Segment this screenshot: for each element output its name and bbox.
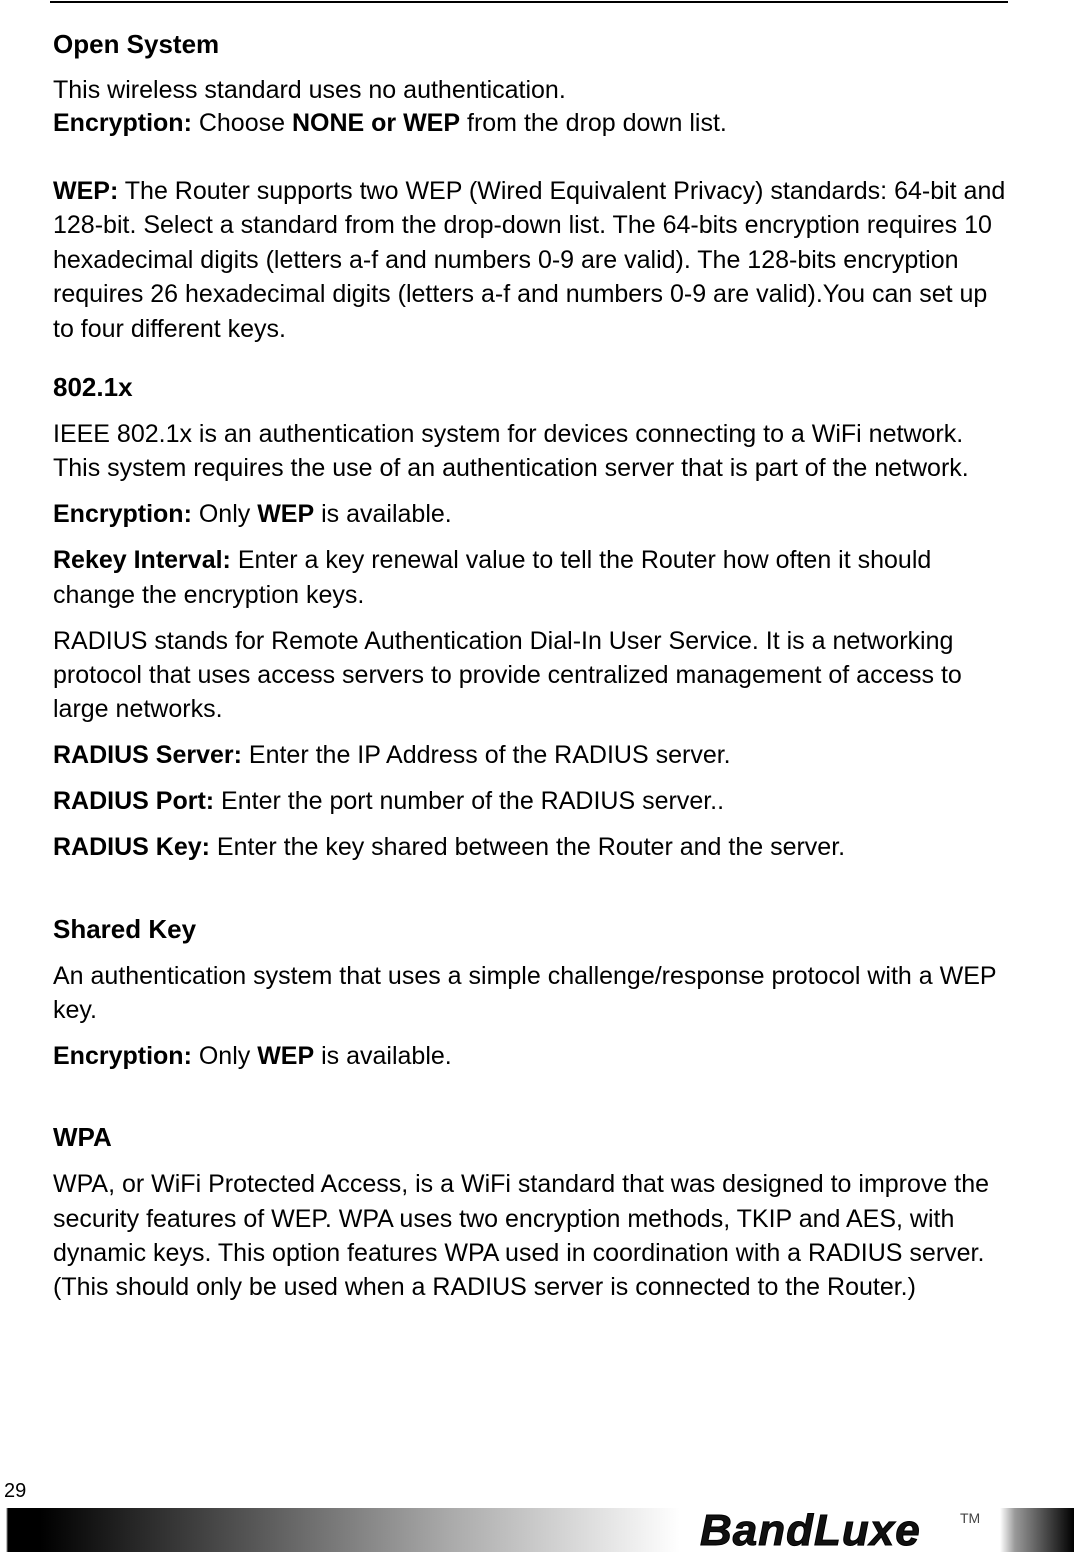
footer-bar [0, 1508, 1074, 1552]
text: IEEE 802.1x is an authentication system … [53, 420, 969, 483]
paragraph: RADIUS Key: Enter the key shared between… [53, 830, 1013, 864]
section: 802.1x IEEE 802.1x is an authentication s… [53, 370, 1013, 864]
text: Enter the port number of the RADIUS serv… [214, 787, 725, 816]
text: An authentication system that uses a sim… [53, 961, 997, 1024]
text: RADIUS stands for Remote Authentication … [53, 626, 962, 724]
text: Only [191, 1041, 258, 1070]
paragraph: This wireless standard uses no authentic… [53, 74, 1013, 107]
paragraph: WPA, or WiFi Protected Access, is a WiFi… [53, 1167, 1013, 1305]
page-number: 29 [4, 1480, 27, 1502]
section: Shared Key An authentication system that … [53, 912, 1013, 1074]
bold-text: WEP [257, 1041, 315, 1070]
logo: BandLuxe [700, 1506, 921, 1556]
text: Choose [191, 109, 292, 137]
text: Enter the IP Address of the RADIUS serve… [241, 741, 731, 770]
bold-text: Encryption: [53, 109, 192, 137]
section: Open System This wireless standard uses n… [53, 27, 1013, 346]
section: WPA WPA, or WiFi Protected Access, is a W… [53, 1120, 1013, 1305]
paragraph: Rekey Interval: Enter a key renewal valu… [53, 543, 1013, 612]
text: Enter a key renewal value to tell the Ro… [53, 546, 932, 609]
section-heading: Open System [53, 29, 220, 59]
section-heading: WPA [53, 1122, 112, 1153]
paragraph: RADIUS Server: Enter the IP Address of t… [53, 738, 1013, 772]
text: from the drop down list. [460, 109, 727, 137]
bold-text: WEP [257, 500, 315, 529]
text: This wireless standard uses no authentic… [53, 76, 566, 104]
bold-text: Encryption: [53, 500, 192, 529]
text: is available. [314, 1041, 452, 1070]
paragraph: WEP: The Router supports two WEP (Wired … [53, 174, 1013, 346]
paragraph: RADIUS Port: Enter the port number of th… [53, 784, 1013, 818]
bold-text: Rekey Interval: [53, 546, 231, 575]
paragraph: An authentication system that uses a sim… [53, 959, 1013, 1028]
paragraph: RADIUS stands for Remote Authentication … [53, 624, 1013, 727]
text: Enter the key shared between the Router … [209, 833, 846, 862]
section-heading: Shared Key [53, 913, 197, 944]
section-heading: 802.1x [53, 372, 133, 403]
bold-text: RADIUS Key: [53, 833, 210, 862]
paragraph: IEEE 802.1x is an authentication system … [53, 417, 1013, 486]
bold-text: RADIUS Port: [53, 787, 215, 816]
paragraph: Encryption: Choose NONE or WEP from the … [53, 107, 1013, 140]
bold-text: Encryption: [53, 1041, 192, 1070]
top-rule [50, 1, 1008, 3]
text: is available. [314, 500, 452, 529]
paragraph: Encryption: Only WEP is available. [53, 497, 1013, 531]
trademark: TM [960, 1510, 981, 1526]
content: Open System This wireless standard uses n… [53, 27, 1013, 1316]
text: The Router supports two WEP (Wired Equiv… [53, 177, 1006, 343]
text: Only [191, 500, 258, 529]
paragraph: Encryption: Only WEP is available. [53, 1039, 1013, 1073]
bold-text: RADIUS Server: [53, 741, 242, 770]
text: WPA, or WiFi Protected Access, is a WiFi… [53, 1170, 990, 1302]
bold-text: WEP: [53, 177, 119, 205]
bold-text: NONE or WEP [291, 109, 461, 137]
